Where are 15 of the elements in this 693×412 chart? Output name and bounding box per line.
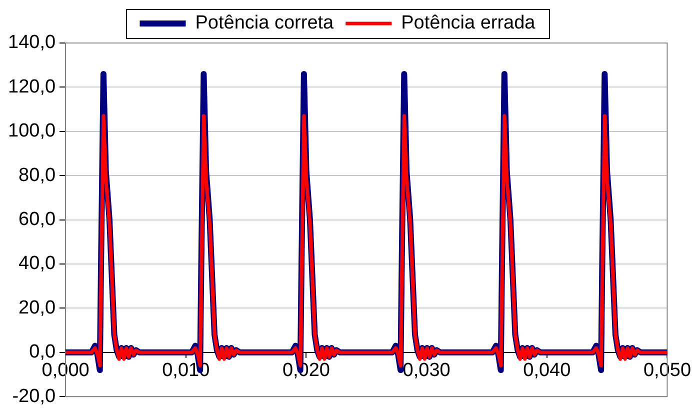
- x-tick-label: 0,030: [402, 360, 450, 382]
- y-tick-label: 120,0: [8, 76, 56, 98]
- y-tick-label: 20,0: [18, 297, 56, 318]
- x-tick-label: 0,050: [643, 360, 691, 382]
- y-tick-label: 40,0: [18, 253, 56, 274]
- legend-label: Potência errada: [401, 12, 536, 34]
- legend-label: Potência correta: [195, 12, 334, 34]
- y-tick-label: 140,0: [8, 32, 56, 54]
- y-tick-label: 0,0: [29, 342, 56, 363]
- y-tick-label: -20,0: [12, 386, 56, 407]
- y-tick-label: 100,0: [8, 120, 56, 142]
- y-tick-label: 60,0: [18, 209, 56, 230]
- x-tick-label: 0,040: [523, 360, 571, 382]
- x-tick-label: 0,000: [42, 360, 90, 382]
- y-tick-label: 80,0: [18, 164, 56, 186]
